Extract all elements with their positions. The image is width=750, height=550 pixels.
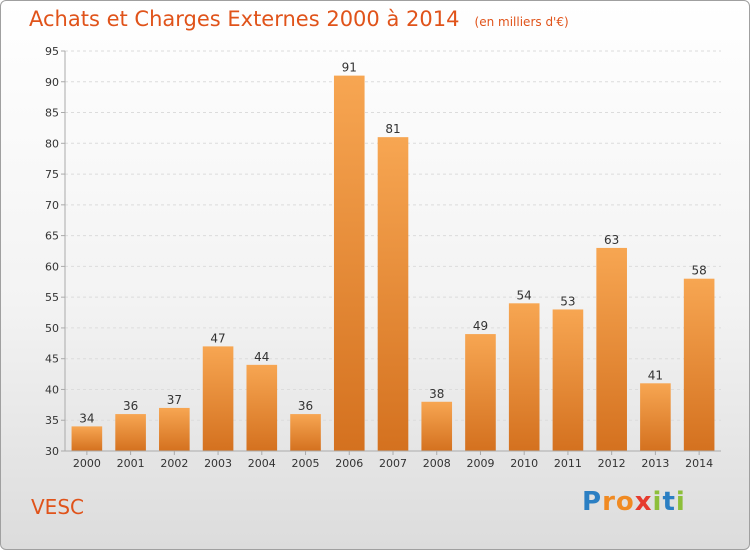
- bar-value-label: 44: [254, 350, 269, 364]
- bar: [683, 278, 715, 451]
- bar: [508, 303, 540, 451]
- y-tick-label: 80: [45, 137, 59, 150]
- logo-letter: r: [602, 487, 616, 517]
- bar-value-label: 37: [167, 393, 182, 407]
- bar-value-label: 91: [342, 61, 357, 75]
- x-tick-label: 2001: [117, 457, 145, 470]
- x-tick-label: 2011: [554, 457, 582, 470]
- x-tick-label: 2007: [379, 457, 407, 470]
- logo-letter: t: [662, 487, 676, 517]
- commune-name: VESC: [31, 495, 84, 519]
- y-tick-label: 30: [45, 445, 59, 458]
- y-tick-label: 35: [45, 414, 59, 427]
- chart-unit: (en milliers d'€): [474, 15, 569, 29]
- logo-letter: P: [582, 487, 603, 517]
- bar-value-label: 41: [648, 368, 663, 382]
- bar: [159, 407, 190, 451]
- bar-value-label: 81: [385, 122, 400, 136]
- bar: [377, 137, 409, 451]
- y-tick-label: 90: [45, 76, 59, 89]
- bar: [596, 247, 627, 451]
- y-tick-label: 95: [45, 45, 59, 58]
- x-tick-label: 2005: [292, 457, 320, 470]
- bar-value-label: 38: [429, 387, 444, 401]
- bar: [115, 414, 146, 451]
- title-row: Achats et Charges Externes 2000 à 2014 (…: [29, 7, 569, 31]
- bar-value-label: 53: [560, 294, 575, 308]
- bar-value-label: 47: [210, 331, 225, 345]
- logo-letter: i: [675, 487, 686, 517]
- bar-value-label: 63: [604, 233, 619, 247]
- y-tick-label: 60: [45, 260, 59, 273]
- y-tick-label: 85: [45, 107, 59, 120]
- bar-value-label: 58: [691, 264, 706, 278]
- x-tick-label: 2002: [160, 457, 188, 470]
- logo-letter: o: [615, 487, 635, 517]
- x-tick-label: 2006: [335, 457, 363, 470]
- y-tick-label: 70: [45, 199, 59, 212]
- x-tick-label: 2000: [73, 457, 101, 470]
- x-tick-label: 2008: [423, 457, 451, 470]
- y-tick-label: 50: [45, 322, 59, 335]
- y-tick-label: 45: [45, 353, 59, 366]
- y-tick-label: 65: [45, 230, 59, 243]
- chart-title: Achats et Charges Externes 2000 à 2014: [29, 7, 460, 31]
- bar-layer: 34 36 37 47 44 36 91 81 38 49 54 53 63 41 58: [71, 61, 715, 451]
- bar: [552, 309, 584, 451]
- x-tick-label: 2010: [510, 457, 538, 470]
- axis-layer: 30 35 40 45 50 55 60 65 70 75 80 85 90 95 2000 2001 2002…: [45, 45, 721, 470]
- x-tick-label: 2004: [248, 457, 276, 470]
- logo-letter: x: [634, 487, 653, 517]
- x-tick-label: 2003: [204, 457, 232, 470]
- x-tick-label: 2009: [466, 457, 494, 470]
- bar: [71, 426, 103, 451]
- bar-value-label: 36: [123, 399, 138, 413]
- proxiti-logo: Proxiti: [582, 487, 686, 517]
- bar-value-label: 49: [473, 319, 488, 333]
- bar: [290, 414, 321, 451]
- bar-value-label: 54: [517, 288, 532, 302]
- y-tick-label: 40: [45, 383, 59, 396]
- bar: [333, 75, 365, 451]
- bar: [202, 346, 234, 451]
- bar: [640, 383, 671, 451]
- bar: [246, 364, 278, 451]
- bar-value-label: 34: [79, 411, 94, 425]
- bar: [465, 334, 496, 451]
- bar: [421, 401, 453, 451]
- x-tick-label: 2012: [598, 457, 626, 470]
- logo-letter: i: [652, 487, 663, 517]
- y-tick-label: 55: [45, 291, 59, 304]
- x-tick-label: 2013: [641, 457, 669, 470]
- x-tick-label: 2014: [685, 457, 713, 470]
- bar-value-label: 36: [298, 399, 313, 413]
- y-tick-label: 75: [45, 168, 59, 181]
